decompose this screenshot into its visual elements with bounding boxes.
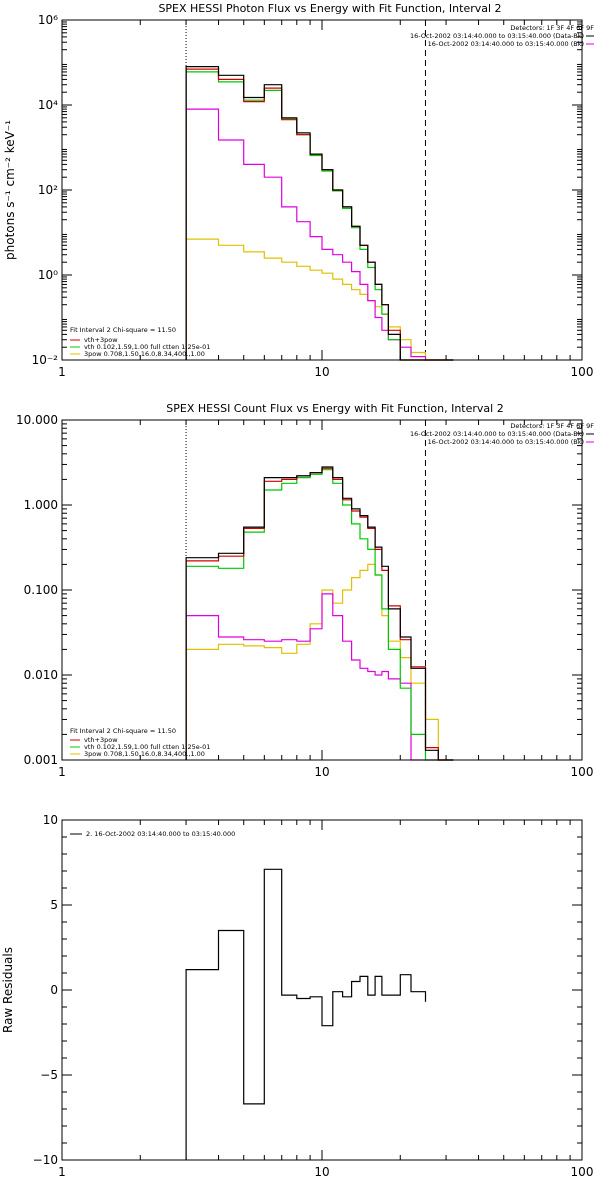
- photon-flux-panel: SPEX HESSI Photon Flux vs Energy with Fi…: [3, 2, 594, 379]
- photon-y-tick-label: 10²: [38, 183, 58, 197]
- residuals-plot-frame: [61, 819, 583, 1161]
- count-detectors-label: Detectors: 1F 3F 4F 6F 9F: [510, 422, 594, 430]
- count-fit-vth-label: vth 0.102,1.59,1.00 full ctten 1.25e-01: [84, 743, 210, 751]
- photon-series-3pow-fit: [185, 238, 454, 361]
- residuals-y-tick-label: 0: [50, 983, 58, 997]
- count-flux-panel: SPEX HESSI Count Flux vs Energy with Fit…: [16, 402, 594, 779]
- residuals-x-tick-label: 1: [58, 1165, 66, 1179]
- photon-y-tick-label: 10⁻²: [32, 353, 59, 367]
- photon-fit-total-label: vth+3pow: [84, 336, 118, 344]
- count-legend-bk: 16-Oct-2002 03:14:40.000 to 03:15:40.000…: [428, 438, 584, 446]
- photon-legend-data-bk: 16-Oct-2002 03:14:40.000 to 03:15:40.000…: [410, 32, 584, 40]
- count-y-tick-label: 10.000: [16, 413, 58, 427]
- residuals-y-axis-label: Raw Residuals: [1, 947, 15, 1033]
- count-flux-title: SPEX HESSI Count Flux vs Energy with Fit…: [166, 402, 503, 415]
- residuals-panel: Raw Residuals 2. 16-Oct-2002 03:14:40.00…: [1, 813, 593, 1179]
- residuals-y-tick-label: −5: [40, 1068, 58, 1082]
- count-y-tick-label: 0.001: [24, 753, 58, 767]
- photon-fit-interval-label: Fit Interval 2 Chi-square = 11.50: [70, 326, 176, 334]
- residuals-x-tick-label: 100: [571, 1165, 594, 1179]
- photon-series-background: [185, 108, 454, 361]
- photon-plot-frame: [61, 19, 583, 361]
- photon-fit-vth-label: vth 0.102,1.59,1.00 full ctten 1.25e-01: [84, 343, 210, 351]
- residuals-y-tick-label: 5: [50, 898, 58, 912]
- count-y-tick-label: 1.000: [24, 498, 58, 512]
- photon-x-tick-label: 1: [58, 365, 66, 379]
- photon-x-tick-label: 100: [571, 365, 594, 379]
- count-x-tick-label: 10: [314, 765, 329, 779]
- count-y-tick-label: 0.010: [24, 668, 58, 682]
- count-fit-total-label: vth+3pow: [84, 736, 118, 744]
- residuals-step-line: [185, 868, 427, 1160]
- residuals-y-tick-label: −10: [33, 1153, 58, 1167]
- photon-y-tick-label: 10⁰: [38, 268, 58, 282]
- photon-y-tick-label: 10⁶: [38, 13, 58, 27]
- count-fit-3pow-label: 3pow 0.708,1.50,16.0,8.34,400.,1.00: [84, 750, 205, 758]
- residuals-y-tick-label: 10: [43, 813, 58, 827]
- residuals-x-tick-label: 10: [314, 1165, 329, 1179]
- count-fit-interval-label: Fit Interval 2 Chi-square = 11.50: [70, 727, 176, 735]
- count-y-tick-label: 0.100: [24, 583, 58, 597]
- photon-series-vth-fit: [185, 71, 454, 361]
- count-x-tick-label: 100: [571, 765, 594, 779]
- photon-detectors-label: Detectors: 1F 3F 4F 6F 9F: [510, 24, 594, 32]
- photon-legend-bk: 16-Oct-2002 03:14:40.000 to 03:15:40.000…: [428, 40, 584, 48]
- residuals-legend-label: 2. 16-Oct-2002 03:14:40.000 to 03:15:40.…: [86, 830, 235, 838]
- photon-x-tick-label: 10: [314, 365, 329, 379]
- photon-series-total-fit: [185, 68, 454, 361]
- count-series-data-bk: [185, 466, 454, 761]
- count-series-total-fit: [185, 467, 454, 761]
- count-series-background: [185, 593, 454, 761]
- photon-fit-3pow-label: 3pow 0.708,1.50,16.0,8.34,400.,1.00: [84, 350, 205, 358]
- photon-series-data-bk: [185, 66, 454, 361]
- photon-y-tick-label: 10⁴: [38, 98, 58, 112]
- count-series-vth-fit: [185, 469, 454, 761]
- count-legend-data-bk: 16-Oct-2002 03:14:40.000 to 03:15:40.000…: [410, 430, 584, 438]
- count-series-3pow-fit: [185, 563, 454, 761]
- count-x-tick-label: 1: [58, 765, 66, 779]
- photon-flux-y-axis-label: photons s⁻¹ cm⁻² keV⁻¹: [3, 120, 17, 260]
- photon-flux-title: SPEX HESSI Photon Flux vs Energy with Fi…: [158, 2, 501, 15]
